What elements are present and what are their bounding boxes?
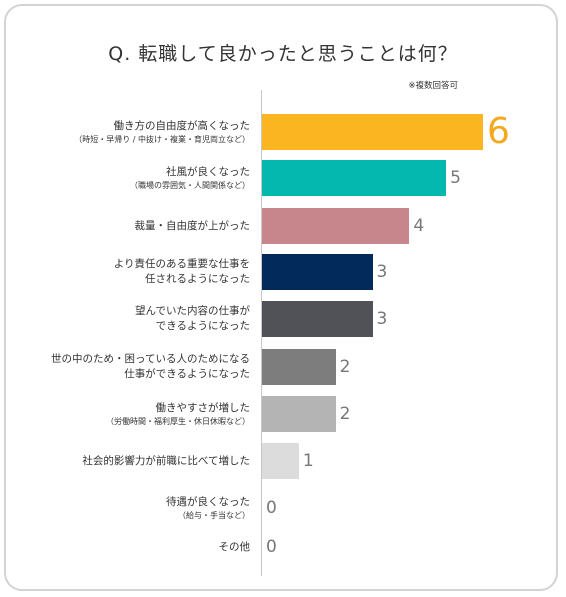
category-label-line: 世の中のため・困っている人のためになる [51,353,250,365]
value-label: 2 [339,357,351,377]
category-sublabel: （時短・早帰り / 中抜け・複業・育児両立など） [74,134,250,144]
category-label-line: 働きやすさが増した [155,401,251,414]
category-label-line: その他 [218,540,251,553]
category-label: 望んでいた内容の仕事ができるようになった [135,304,250,334]
bar [262,349,336,385]
category-sublabel: （職場の雰囲気・人間関係など） [130,180,250,190]
category-label: より責任のある重要な仕事を任されるようになった [114,257,250,287]
value-label: 6 [487,111,510,152]
category-sublabel: （給与・手当など） [178,510,250,520]
category-label: 待遇が良くなった （給与・手当など） [166,495,250,522]
category-label-line: 望んでいた内容の仕事が [135,305,250,317]
value-label: 3 [376,309,388,329]
category-label-line: 待遇が良くなった [166,495,250,508]
category-sublabel: （労働時間・福利厚生・休日休暇など） [106,416,250,426]
category-label: その他 [219,540,251,555]
bar [262,114,483,150]
value-label: 5 [450,168,461,188]
category-label-line: 任されるようになった [145,273,250,285]
category-label-line: 働き方の自由度が高くなった [113,119,251,132]
chart-title: Q. 転職して良かったと思うことは何？ [108,43,458,65]
value-label: 4 [413,216,425,236]
category-label: 世の中のため・困っている人のためになる仕事ができるようになった [51,352,250,382]
category-label: 社会的影響力が前職に比べて増した [82,454,250,469]
category-label-line: 仕事ができるようになった [124,368,250,380]
category-label: 働きやすさが増した （労働時間・福利厚生・休日休暇など） [106,401,250,428]
bar [262,160,447,196]
category-label-line: 裁量・自由度が上がった [134,219,251,232]
category-label: 社風が良くなった （職場の雰囲気・人間関係など） [130,165,250,192]
multiple-answers-note: ※複数回答可 [408,81,458,91]
category-label-line: 社会的影響力が前職に比べて増した [82,454,250,467]
category-label-line: より責任のある重要な仕事を [113,258,250,270]
value-label: 3 [376,262,388,282]
y-axis-line [261,90,262,576]
category-label: 裁量・自由度が上がった [135,219,251,234]
bar [262,208,410,244]
value-label: 2 [339,404,351,424]
category-label: 働き方の自由度が高くなった （時短・早帰り / 中抜け・複業・育児両立など） [74,119,250,146]
value-label: 0 [266,498,277,518]
category-label-line: できるようになった [155,320,250,332]
chart-card [4,4,558,591]
bar [262,396,336,432]
value-label: 1 [302,451,314,471]
bar [262,301,373,337]
category-label-line: 社風が良くなった [166,165,250,178]
bar [262,254,373,290]
value-label: 0 [266,537,277,557]
bar [262,443,299,479]
